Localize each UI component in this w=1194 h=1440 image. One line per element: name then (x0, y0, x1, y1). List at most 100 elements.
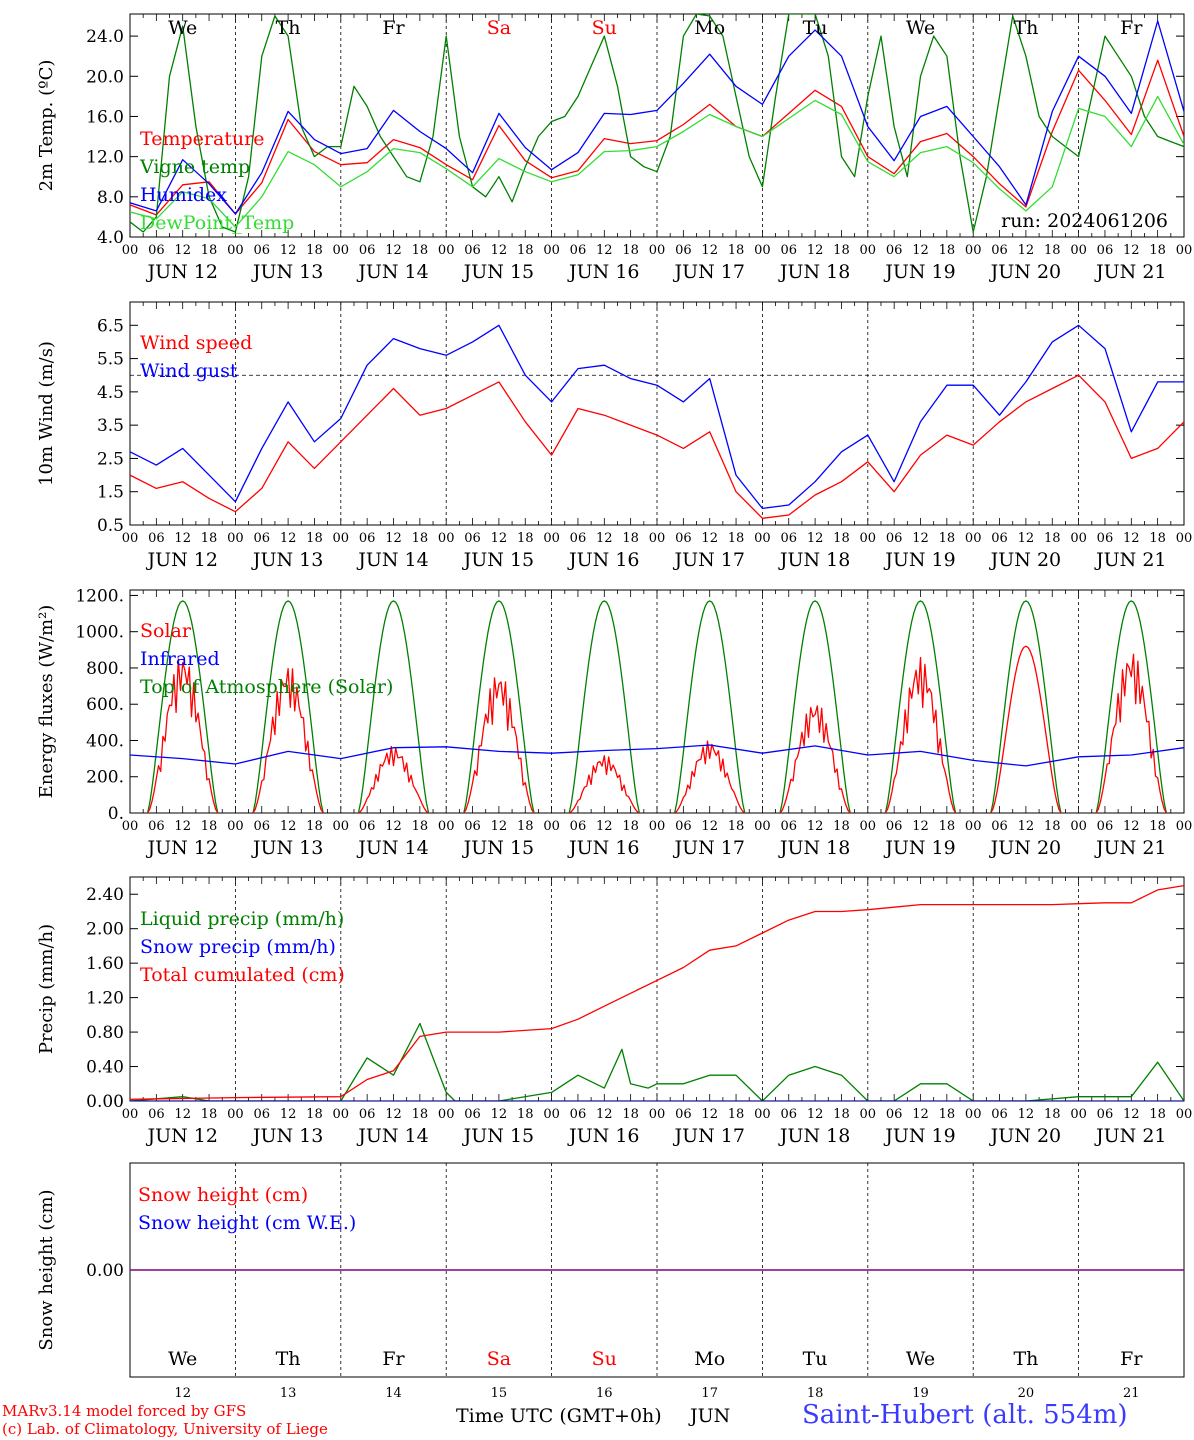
series-line (130, 324, 1184, 510)
series-line (130, 14, 1184, 233)
hour-tick-label: 06 (675, 819, 692, 834)
date-label: JUN 18 (778, 837, 850, 859)
y-tick-label: 1000. (75, 623, 124, 643)
date-label: JUN 14 (356, 261, 428, 283)
hour-tick-label: 06 (991, 531, 1008, 546)
hour-tick-label: 06 (464, 819, 481, 834)
y-tick-label: 4.0 (97, 228, 124, 248)
hour-tick-label: 06 (570, 243, 587, 258)
hour-tick-label: 18 (939, 243, 956, 258)
hour-tick-label: 06 (570, 531, 587, 546)
station-label: Saint-Hubert (alt. 554m) (802, 1400, 1128, 1430)
hour-tick-label: 00 (122, 819, 139, 834)
weekday-label: Mo (694, 17, 725, 39)
hour-tick-label: 18 (412, 531, 429, 546)
series-group (130, 324, 1184, 519)
y-tick-label: 20.0 (86, 67, 124, 87)
weekday-label: We (168, 17, 197, 39)
date-label: JUN 15 (462, 261, 534, 283)
solar-curve (779, 705, 851, 813)
hour-tick-label: 00 (543, 243, 560, 258)
hour-tick-label: 06 (991, 1107, 1008, 1122)
hour-tick-label: 00 (754, 819, 771, 834)
hour-tick-label: 12 (1018, 819, 1035, 834)
plot-frame (129, 301, 1185, 526)
series-line (130, 59, 1184, 216)
hour-tick-label: 06 (886, 819, 903, 834)
legend-entry: Total cumulated (cm) (140, 964, 345, 986)
series-group (130, 14, 1184, 233)
date-label: JUN 21 (1094, 1125, 1166, 1147)
hour-tick-label: 06 (359, 243, 376, 258)
hour-tick-label: 06 (570, 1107, 587, 1122)
hour-tick-label: 06 (1097, 819, 1114, 834)
date-label: JUN 17 (672, 261, 744, 283)
hour-tick-label: 18 (306, 1107, 323, 1122)
hour-tick-label: 06 (148, 819, 165, 834)
plot-frame (129, 589, 1185, 814)
legend-entry: Snow height (cm W.E.) (138, 1212, 356, 1234)
date-label: JUN 21 (1094, 837, 1166, 859)
panel-5: 0.00 Snow height (cm) Snow height (cm) Snow… (36, 1162, 1185, 1401)
hour-tick-label: 00 (1070, 531, 1087, 546)
series-group (130, 884, 1184, 1101)
toa-solar-curve (568, 600, 641, 813)
hour-tick-label: 00 (649, 243, 666, 258)
date-label: JUN 15 (462, 549, 534, 571)
hour-tick-label: 12 (385, 243, 402, 258)
hour-tick-label: 12 (596, 819, 613, 834)
y-tick-label: 3.5 (97, 416, 124, 436)
hour-tick-label: 12 (1018, 243, 1035, 258)
hour-tick-label: 18 (306, 819, 323, 834)
date-label: JUN 13 (251, 261, 323, 283)
date-label: JUN 21 (1094, 549, 1166, 571)
date-label: JUN 12 (145, 549, 217, 571)
toa-solar-curve (463, 600, 535, 813)
hour-tick-label: 00 (965, 531, 982, 546)
solar-curve (463, 677, 535, 813)
solar-curve (990, 645, 1062, 813)
hour-tick-label: 18 (1149, 1107, 1166, 1122)
hour-tick-label: 00 (1176, 243, 1193, 258)
hour-tick-label: 12 (1123, 1107, 1140, 1122)
hour-tick-label: 18 (412, 1107, 429, 1122)
date-label: JUN 15 (462, 837, 534, 859)
hour-tick-label: 00 (649, 531, 666, 546)
hour-tick-label: 12 (1018, 1107, 1035, 1122)
hour-tick-label: 06 (1097, 1107, 1114, 1122)
weekday-label: Fr (382, 1348, 405, 1370)
hour-tick-label: 06 (991, 819, 1008, 834)
hour-tick-label: 12 (912, 819, 929, 834)
hour-tick-label: 00 (543, 531, 560, 546)
hour-tick-label: 18 (1149, 819, 1166, 834)
weekday-label: Fr (382, 17, 405, 39)
weekday-label: Tu (803, 17, 828, 39)
date-label: JUN 12 (145, 261, 217, 283)
hour-tick-label: 12 (280, 531, 297, 546)
hour-tick-label: 06 (675, 1107, 692, 1122)
hour-tick-label: 06 (1097, 243, 1114, 258)
hour-tick-label: 18 (939, 1107, 956, 1122)
date-label: JUN 20 (989, 261, 1061, 283)
solar-curve (674, 740, 746, 813)
day-number: 12 (174, 1386, 191, 1401)
hour-tick-label: 12 (491, 819, 508, 834)
hour-tick-label: 12 (701, 1107, 718, 1122)
series-line (130, 884, 1184, 1100)
month-label: JUN (690, 1405, 731, 1427)
hour-tick-label: 00 (333, 243, 350, 258)
y-tick-label: 0.80 (86, 1023, 124, 1043)
toa-solar-curve (884, 600, 957, 813)
series-line (130, 95, 1184, 228)
legend-entry: Infrared (140, 648, 220, 670)
y-tick-label: 1.60 (86, 954, 124, 974)
infrared-line (130, 744, 1184, 767)
y-tick-label: 16.0 (86, 107, 124, 127)
day-number: 19 (912, 1386, 929, 1401)
panel-4: 00 06 12 18 00 06 12 18 00 06 12 18 00 06 12 18 00 06 12 18… (36, 876, 1192, 1147)
date-label: JUN 16 (567, 837, 639, 859)
hour-tick-label: 06 (780, 819, 797, 834)
date-label: JUN 14 (356, 1125, 428, 1147)
weekday-label: We (906, 17, 935, 39)
